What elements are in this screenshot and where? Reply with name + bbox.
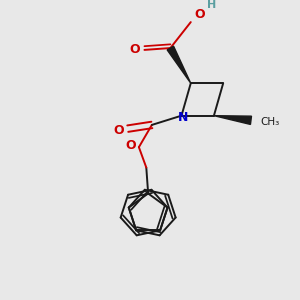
Text: O: O [125, 139, 136, 152]
Text: O: O [195, 8, 205, 21]
Text: O: O [113, 124, 124, 137]
Polygon shape [167, 46, 191, 83]
Text: O: O [130, 44, 140, 56]
Text: CH₃: CH₃ [260, 117, 280, 127]
Polygon shape [214, 116, 251, 124]
Text: N: N [178, 111, 188, 124]
Text: H: H [206, 0, 216, 11]
